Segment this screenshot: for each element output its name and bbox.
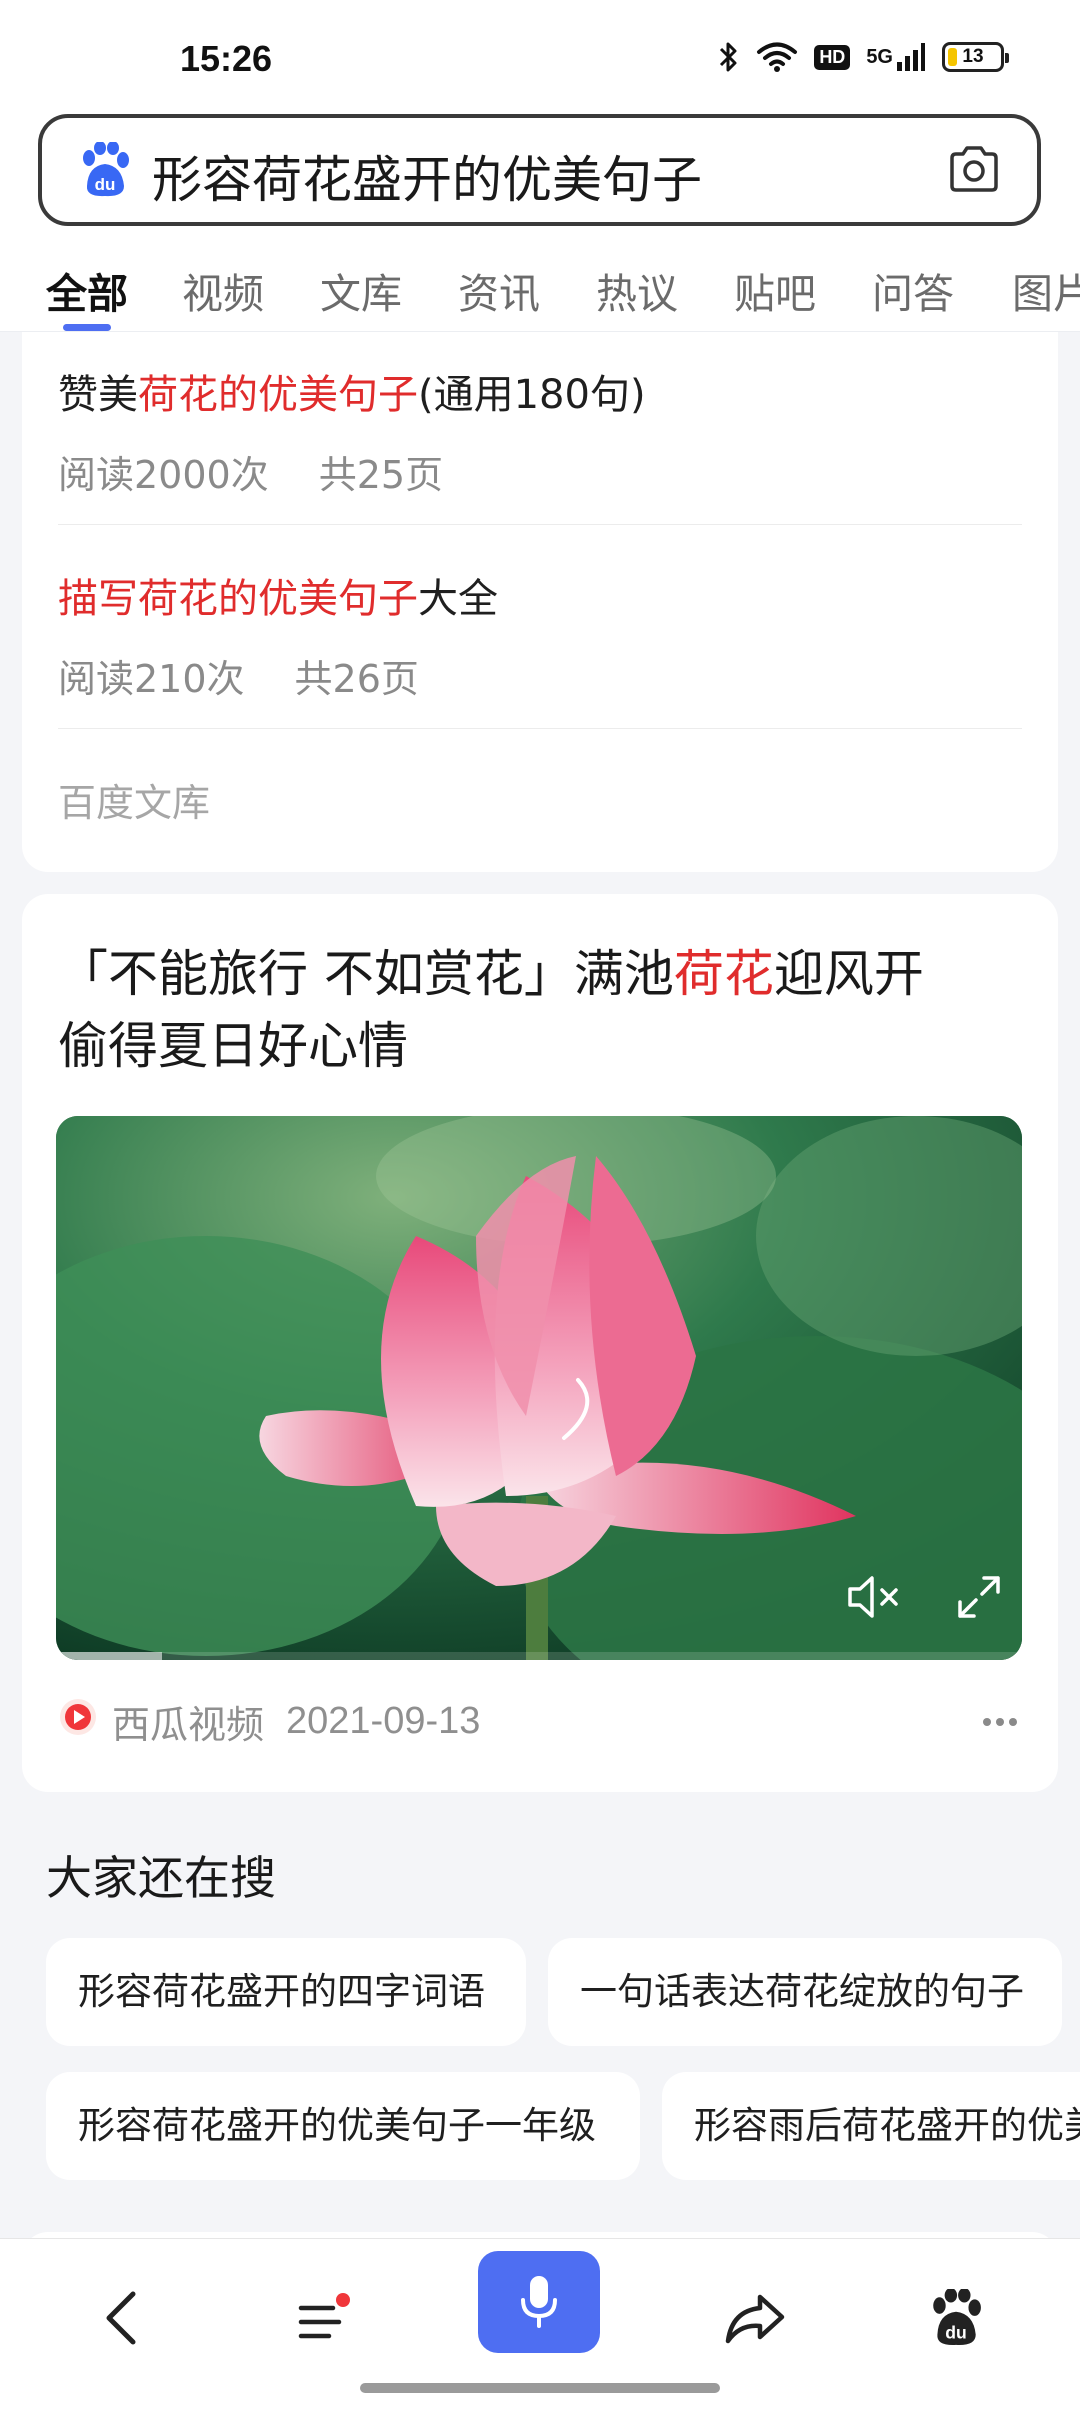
tab-discuss[interactable]: 热议: [596, 260, 678, 320]
related-search-chip[interactable]: 一句话表达荷花绽放的句子: [548, 1938, 1062, 2046]
voice-search-button[interactable]: [478, 2251, 600, 2353]
doc-title[interactable]: 赞美荷花的优美句子(通用180句): [58, 362, 1022, 420]
network-label: 5G: [866, 47, 893, 67]
share-icon[interactable]: [710, 2273, 800, 2363]
battery-level: 13: [962, 46, 983, 68]
tab-images[interactable]: 图片: [1012, 260, 1080, 320]
more-options-icon[interactable]: [982, 1712, 1018, 1731]
doc-pages: 共25页: [319, 453, 443, 497]
bottom-navigation: du: [0, 2238, 1080, 2412]
divider: [58, 524, 1022, 525]
related-search-chip[interactable]: 形容荷花盛开的四字词语: [46, 1938, 526, 2046]
status-icons: HD 5G 13: [718, 40, 1004, 74]
tab-bar: 全部 视频 文库 资讯 热议 贴吧 问答 图片: [0, 250, 1080, 332]
xigua-video-icon: [58, 1697, 98, 1746]
related-search-chip[interactable]: 形容荷花盛开的优美句子一年级: [46, 2072, 640, 2180]
video-source[interactable]: 西瓜视频 2021-09-13: [58, 1694, 480, 1749]
video-title[interactable]: 「不能旅行 不如赏花」满池荷花迎风开 偷得夏日好心情: [58, 938, 1028, 1082]
svg-text:du: du: [95, 175, 116, 194]
doc-pages: 共26页: [295, 657, 419, 701]
video-source-name: 西瓜视频: [112, 1694, 264, 1749]
wenku-result-card: 赞美荷花的优美句子(通用180句) 阅读2000次 共25页 描写荷花的优美句子大…: [22, 332, 1058, 872]
tab-qa[interactable]: 问答: [872, 260, 954, 320]
active-tab-indicator: [63, 324, 111, 331]
video-result-card: 「不能旅行 不如赏花」满池荷花迎风开 偷得夏日好心情: [22, 894, 1058, 1792]
search-header: du 形容荷花盛开的优美句子 全部 视频 文库 资讯 热议 贴吧 问答 图片: [0, 110, 1080, 332]
battery-icon: 13: [942, 42, 1004, 72]
tab-tieba[interactable]: 贴吧: [734, 260, 816, 320]
wifi-icon: [756, 41, 798, 73]
baidu-paw-icon[interactable]: du: [78, 142, 130, 202]
hd-icon: HD: [814, 45, 850, 70]
doc-reads: 阅读2000次: [58, 453, 269, 497]
video-progress-fill: [56, 1652, 162, 1660]
fullscreen-icon[interactable]: [956, 1574, 1002, 1624]
tab-video[interactable]: 视频: [182, 260, 264, 320]
status-time: 15:26: [180, 38, 272, 80]
video-progress-track[interactable]: [56, 1652, 1022, 1660]
doc-title[interactable]: 描写荷花的优美句子大全: [58, 566, 1022, 624]
status-bar: 15:26 HD 5G 13: [0, 0, 1080, 110]
loading-spinner-icon: [556, 1376, 606, 1446]
tab-news[interactable]: 资讯: [458, 260, 540, 320]
wenku-doc-item[interactable]: 赞美荷花的优美句子(通用180句) 阅读2000次 共25页: [58, 362, 1022, 499]
home-indicator[interactable]: [360, 2383, 720, 2393]
divider: [58, 728, 1022, 729]
related-searches-title: 大家还在搜: [46, 1842, 276, 1908]
back-icon[interactable]: [76, 2273, 166, 2363]
wenku-doc-item[interactable]: 描写荷花的优美句子大全 阅读210次 共26页: [58, 566, 1022, 703]
camera-icon[interactable]: [947, 144, 1001, 198]
tab-wenku[interactable]: 文库: [320, 260, 402, 320]
baidu-paw-icon[interactable]: du: [910, 2273, 1000, 2363]
menu-icon[interactable]: [278, 2273, 368, 2363]
doc-meta: 阅读2000次 共25页: [58, 444, 1022, 499]
video-date: 2021-09-13: [286, 1700, 480, 1743]
svg-text:du: du: [945, 2323, 967, 2343]
mute-icon[interactable]: [846, 1572, 906, 1626]
related-search-chip[interactable]: 形容雨后荷花盛开的优美句子: [662, 2072, 1080, 2180]
tab-all[interactable]: 全部: [46, 260, 128, 320]
video-player[interactable]: [56, 1116, 1022, 1660]
doc-meta: 阅读210次 共26页: [58, 648, 1022, 703]
doc-reads: 阅读210次: [58, 657, 245, 701]
search-bar[interactable]: du 形容荷花盛开的优美句子: [38, 114, 1041, 226]
search-input[interactable]: 形容荷花盛开的优美句子: [152, 140, 702, 212]
microphone-icon: [519, 2274, 559, 2330]
bluetooth-icon: [718, 40, 740, 74]
wenku-source-link[interactable]: 百度文库: [58, 772, 210, 827]
signal-icon: 5G: [866, 42, 926, 72]
